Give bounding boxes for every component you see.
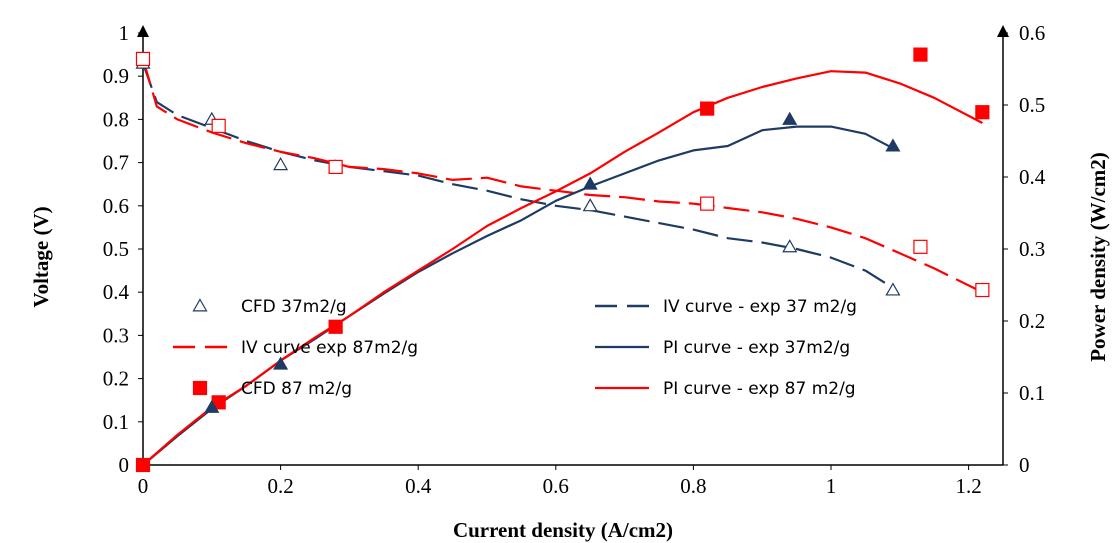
series-line-1: [141, 58, 983, 294]
y-tick-label: 0.7: [103, 151, 129, 175]
x-tick-label: 0.6: [543, 474, 569, 498]
legend-label: IV curve - exp 37 m2/g: [663, 297, 857, 317]
x-axis-title: Current density (A/cm2): [453, 518, 673, 542]
y-tick-label: 0.3: [103, 323, 129, 347]
tick-labels: 0 0.2 0.4 0.6 0.8 1 1.2 0 0.1 0.2 0.3 0.4 0.5 0.6 0.7 0…: [103, 21, 1046, 498]
x-tick-label: 1: [826, 474, 837, 498]
data-point: [273, 157, 289, 171]
y2-tick-label: 0: [1019, 453, 1030, 477]
y2-tick-label: 0.4: [1019, 165, 1046, 189]
y-tick-label: 0.5: [103, 237, 129, 261]
series-line-0: [141, 62, 894, 289]
x-tick-label: 1.2: [955, 474, 981, 498]
legend-swatch: [192, 380, 208, 396]
series-layer: [135, 47, 990, 473]
data-point: [782, 239, 798, 253]
data-point: [328, 159, 343, 175]
y-tick-label: 0.1: [103, 410, 129, 434]
legend-label: PI curve - exp 37m2/g: [663, 338, 850, 358]
y-tick-label: 0.9: [103, 64, 129, 88]
data-point: [700, 196, 715, 211]
data-point: [582, 198, 598, 212]
legend-swatch: [192, 298, 208, 312]
data-point: [135, 457, 151, 473]
series-line-3: [142, 70, 983, 466]
data-point: [273, 356, 289, 370]
data-point: [135, 51, 151, 67]
data-point: [782, 111, 798, 125]
y2-tick-label: 0.1: [1019, 381, 1045, 405]
legend-label: CFD 37m2/g: [241, 297, 347, 317]
data-point: [975, 282, 990, 298]
legend-label: IV curve exp 87m2/g: [241, 338, 418, 358]
y2-axis-title: Power density (W/cm2): [1086, 152, 1110, 362]
y-axis-arrow: [137, 25, 149, 37]
data-point: [885, 138, 901, 152]
data-point: [700, 101, 715, 116]
data-point: [913, 47, 928, 62]
data-point: [204, 399, 220, 413]
y2-tick-label: 0.6: [1019, 21, 1045, 45]
data-point: [582, 176, 598, 190]
data-point: [211, 118, 226, 133]
y2-tick-label: 0.2: [1019, 309, 1045, 333]
axes: [137, 25, 1009, 470]
y-tick-label: 0.2: [103, 367, 129, 391]
data-point: [913, 239, 928, 254]
y2-tick-label: 0.3: [1019, 237, 1045, 261]
series-line-2: [142, 125, 894, 466]
y-axis-title: Voltage (V): [29, 206, 53, 307]
legend: CFD 37m2/g IV curve - exp 37 m2/g IV curve…: [173, 297, 857, 399]
x-tick-label: 0.8: [680, 474, 706, 498]
y2-axis-arrow: [997, 25, 1009, 37]
data-point: [885, 282, 901, 296]
x-tick-label: 0.2: [267, 474, 293, 498]
legend-label: CFD 87 m2/g: [241, 379, 352, 399]
y-tick-label: 0.4: [103, 280, 130, 304]
x-tick-label: 0: [138, 474, 149, 498]
legend-label: PI curve - exp 87 m2/g: [663, 379, 856, 399]
y-tick-label: 0.6: [103, 194, 129, 218]
x-tick-label: 0.4: [405, 474, 432, 498]
y-tick-label: 0.8: [103, 107, 129, 131]
data-point: [975, 105, 990, 120]
y-tick-label: 1: [119, 21, 130, 45]
y2-tick-label: 0.5: [1019, 93, 1045, 117]
data-point: [328, 319, 343, 334]
y-tick-label: 0: [119, 453, 130, 477]
